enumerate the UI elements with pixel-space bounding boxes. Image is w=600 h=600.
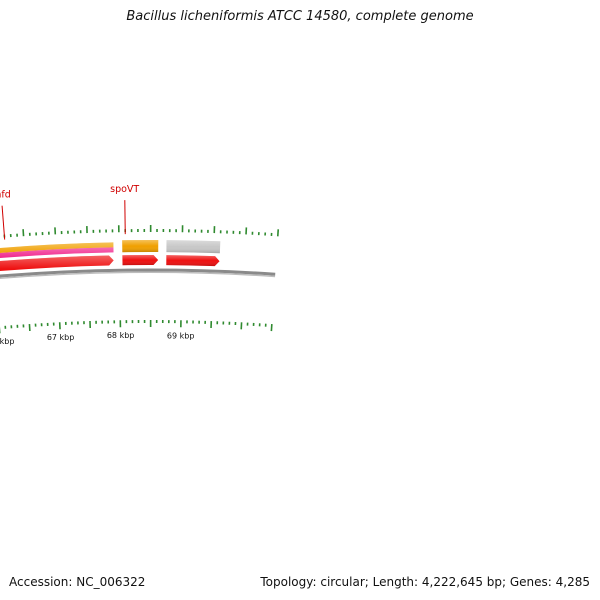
cds-arrow-shade (0, 255, 114, 272)
genome-title: Bacillus licheniformis ATCC 14580, compl… (126, 9, 474, 24)
cds-arrow-shade (166, 255, 220, 267)
cds-arrow-shade (122, 254, 159, 266)
gene-label-spoVT: spoVT (110, 184, 139, 195)
genome-backbone (0, 268, 276, 278)
genome-summary-text: Topology: circular; Length: 4,222,645 bp… (260, 575, 590, 589)
backbone-layer (0, 268, 276, 280)
scale-label: 68 kbp (107, 331, 135, 340)
genome-backbone-shadow (0, 271, 276, 280)
gene-block-shade (0, 247, 114, 259)
scale-label: 67 kbp (47, 333, 75, 342)
cds-layer (0, 254, 220, 272)
gene-block-shade (122, 239, 159, 253)
scale-label: 69 kbp (167, 331, 195, 340)
gene-block-shade (166, 240, 221, 254)
gene-leader-line (1, 205, 6, 240)
feature-layer (0, 239, 221, 259)
gene-block-shade (0, 242, 114, 254)
accession-text: Accession: NC_006322 (9, 575, 146, 589)
gene-label-mfd: mfd (0, 190, 11, 201)
scale-label: 66 kbp (0, 337, 14, 346)
